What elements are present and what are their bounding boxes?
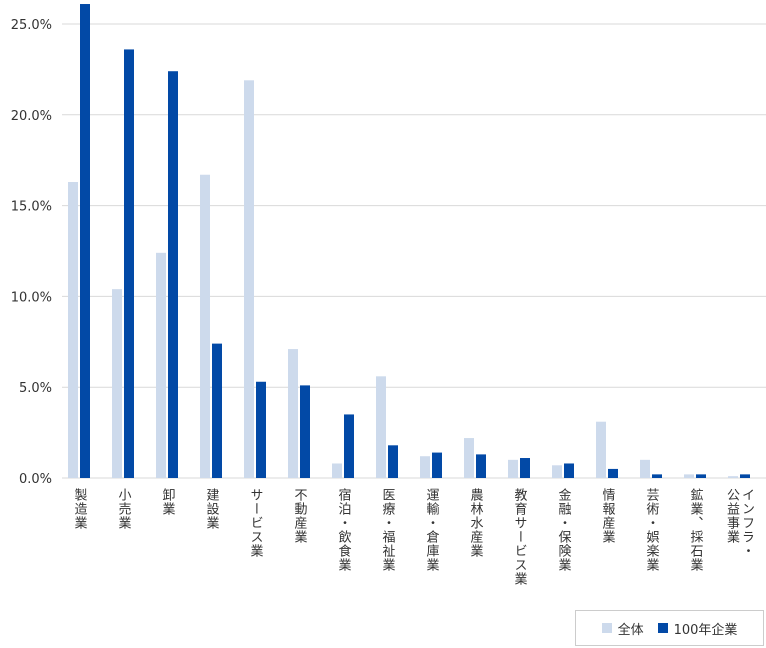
legend-item-100yr: 100年企業 bbox=[657, 619, 738, 638]
bar-100yr bbox=[388, 445, 398, 478]
y-tick-label: 20.0% bbox=[11, 109, 52, 124]
x-tick-label: 小売業 bbox=[115, 488, 131, 530]
bar-all bbox=[244, 80, 254, 479]
x-tick-label: 建設業 bbox=[203, 488, 219, 530]
bar-100yr bbox=[696, 474, 706, 478]
x-tick-label: 教育サービス業 bbox=[511, 488, 527, 586]
y-tick-label: 15.0% bbox=[11, 200, 52, 215]
x-tick-label: サービス業 bbox=[247, 488, 263, 558]
bar-100yr bbox=[652, 474, 662, 478]
bar-all bbox=[640, 459, 650, 478]
x-tick-label: 不動産業 bbox=[291, 488, 307, 544]
x-tick-label: インフラ・ 公益事業 bbox=[724, 488, 754, 558]
x-tick-label: 医療・福祉業 bbox=[379, 488, 395, 572]
y-tick-label: 25.0% bbox=[11, 18, 52, 33]
bar-100yr bbox=[740, 474, 750, 478]
bar-100yr bbox=[608, 468, 618, 478]
bar-100yr bbox=[212, 343, 222, 478]
bar-all bbox=[420, 456, 430, 478]
x-tick-label: 金融・保険業 bbox=[555, 488, 571, 572]
bar-100yr bbox=[344, 414, 354, 478]
bar-100yr bbox=[564, 463, 574, 478]
bar-all bbox=[552, 465, 562, 478]
y-tick-label: 5.0% bbox=[19, 381, 52, 396]
bar-100yr bbox=[256, 381, 266, 478]
bar-all bbox=[200, 174, 210, 478]
bar-all bbox=[288, 349, 298, 478]
bar-all bbox=[508, 459, 518, 478]
x-tick-label: 鉱業、採石業 bbox=[687, 488, 703, 572]
x-tick-label: 運輸・倉庫業 bbox=[423, 488, 439, 572]
bar-all bbox=[728, 476, 738, 478]
bar-100yr bbox=[476, 454, 486, 478]
legend-label-100yr: 100年企業 bbox=[673, 622, 738, 638]
legend: 全体 100年企業 bbox=[575, 610, 764, 646]
legend-swatch-all bbox=[601, 623, 612, 633]
bar-all bbox=[596, 421, 606, 478]
bar-all bbox=[68, 181, 78, 478]
x-tick-label: 製造業 bbox=[71, 488, 87, 530]
y-tick-label: 0.0% bbox=[19, 472, 52, 487]
legend-swatch-100yr bbox=[657, 623, 668, 633]
bar-all bbox=[332, 463, 342, 478]
bar-100yr bbox=[124, 49, 134, 478]
bar-all bbox=[684, 474, 694, 478]
x-tick-label: 宿泊・飲食業 bbox=[335, 488, 351, 572]
bar-all bbox=[464, 438, 474, 478]
legend-item-all: 全体 bbox=[601, 619, 644, 638]
bar-all bbox=[156, 252, 166, 478]
bar-all bbox=[112, 289, 122, 478]
bar-100yr bbox=[432, 452, 442, 478]
x-tick-label: 卸業 bbox=[159, 488, 175, 516]
legend-label-all: 全体 bbox=[617, 622, 644, 638]
bar-100yr bbox=[80, 4, 90, 479]
bar-all bbox=[376, 376, 386, 478]
bar-100yr bbox=[168, 71, 178, 478]
y-tick-label: 10.0% bbox=[11, 290, 52, 305]
x-tick-label: 情報産業 bbox=[599, 488, 615, 544]
x-tick-label: 農林水産業 bbox=[467, 488, 483, 558]
x-tick-label: 芸術・娯楽業 bbox=[643, 488, 659, 572]
bar-100yr bbox=[300, 385, 310, 478]
bar-100yr bbox=[520, 458, 530, 478]
